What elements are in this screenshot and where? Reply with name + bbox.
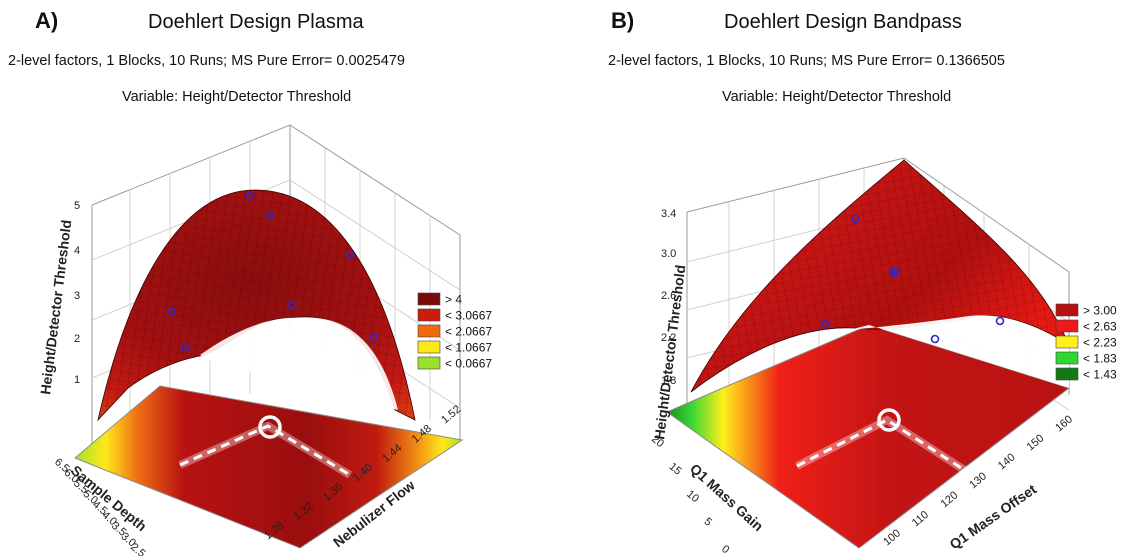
variable-label: Variable: Height/Detector Threshold [722,89,952,105]
chart-title: Doehlert Design Bandpass [724,11,962,33]
chart-subtitle: 2-level factors, 1 Blocks, 10 Runs; MS P… [8,53,405,69]
legend-swatch [417,340,441,354]
z-tick: 3.4 [661,208,676,220]
chart-subtitle: 2-level factors, 1 Blocks, 10 Runs; MS P… [608,53,1005,69]
y-tick: 150 [1025,432,1047,453]
z-tick: 3.0 [661,248,676,260]
legend-label: > 4 [445,293,462,307]
panel-label: B) [611,8,635,33]
surface-plot: 5 4 3 2 1 Height/Detector Threshold 6.56… [37,124,492,556]
x-tick: 0 [719,543,731,556]
legend-swatch [417,324,441,338]
legend-swatch [1055,303,1079,317]
optimum-marker [795,408,972,477]
z-tick: 1 [74,374,80,386]
legend-label: < 2.63 [1083,320,1117,334]
legend-swatch [417,292,441,306]
surface-plot: 3.4 3.0 2.6 2.2 1.8 Height/Detector Thre… [649,157,1117,556]
z-tick: 3 [74,290,80,302]
legend-label: < 3.0667 [445,309,492,323]
optimum-marker [178,415,353,479]
y-tick: 100 [881,527,903,548]
legend-swatch [1055,367,1079,381]
z-tick: 2 [74,333,80,345]
panel-b: B) Doehlert Design Bandpass 2-level fact… [569,0,1138,556]
y-tick: 120 [939,489,961,510]
legend: > 4 < 3.0667 < 2.0667 < 1.0667 < 0.0667 [417,292,492,371]
legend-label: > 3.00 [1083,304,1117,318]
legend-label: < 0.0667 [445,357,492,371]
z-tick: 4 [74,245,80,257]
legend-swatch [417,308,441,322]
legend-label: < 2.23 [1083,336,1117,350]
legend: > 3.00 < 2.63 < 2.23 < 1.83 < 1.43 [1055,303,1117,382]
z-tick: 2.2 [661,332,676,344]
panel-label: A) [35,8,59,33]
x-tick: 15 [667,461,684,478]
x-tick: 10 [684,488,701,505]
legend-swatch [1055,351,1079,365]
variable-label: Variable: Height/Detector Threshold [122,89,352,105]
legend-swatch [1055,319,1079,333]
legend-label: < 1.43 [1083,368,1117,382]
y-tick: 160 [1053,413,1075,434]
legend-swatch [417,356,441,370]
y-tick: 130 [967,470,989,491]
y-axis-label: Q1 Mass Offset [947,481,1040,553]
x-tick: 5 [702,516,714,529]
z-tick: 5 [74,200,80,212]
legend-label: < 1.0667 [445,341,492,355]
z-tick: 2.6 [661,290,676,302]
chart-title: Doehlert Design Plasma [148,11,364,33]
panel-a: A) Doehlert Design Plasma 2-level factor… [8,8,492,556]
y-tick: 110 [910,509,931,529]
y-tick: 140 [996,451,1018,472]
legend-label: < 1.83 [1083,352,1117,366]
legend-label: < 2.0667 [445,325,492,339]
z-axis-label: Height/Detector Threshold [37,219,74,395]
legend-swatch [1055,335,1079,349]
z-tick: 1.8 [661,375,676,387]
